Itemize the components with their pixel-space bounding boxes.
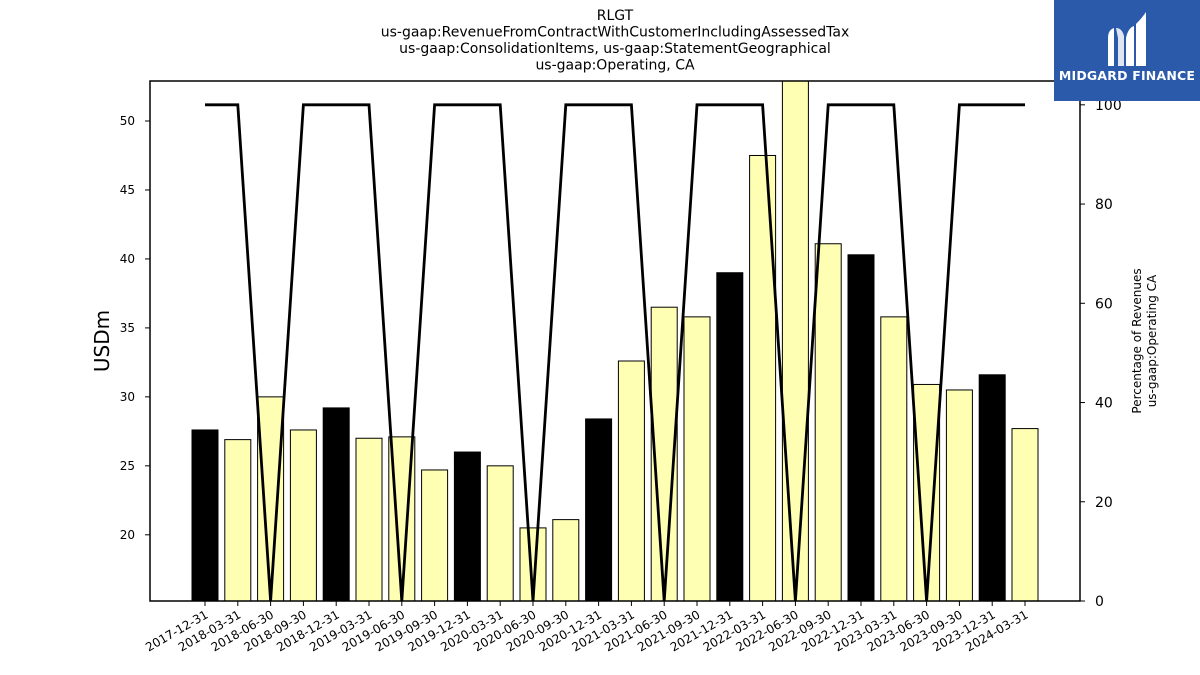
bar-2021-12-31 bbox=[716, 272, 744, 602]
bar-2018-12-31 bbox=[322, 407, 350, 602]
chart-title-line: us-gaap:RevenueFromContractWithCustomerI… bbox=[381, 25, 850, 41]
bar-2017-12-31 bbox=[191, 429, 219, 602]
bar-2018-06-30 bbox=[257, 396, 285, 602]
bar-2024-03-31 bbox=[1011, 428, 1039, 602]
bar-2022-09-30 bbox=[814, 243, 842, 602]
right-y-tick-label: 20 bbox=[1095, 495, 1113, 511]
bar-2021-03-31 bbox=[617, 360, 645, 602]
chart-title-line: RLGT bbox=[597, 8, 634, 24]
bar-2023-03-31 bbox=[880, 316, 908, 602]
right-y-axis-label-line: us-gaap:Operating CA bbox=[1145, 274, 1159, 407]
bar-2018-09-30 bbox=[289, 429, 317, 602]
left-y-tick-label: 25 bbox=[120, 459, 135, 473]
bar-2018-03-31 bbox=[224, 439, 252, 602]
left-y-axis: 20 25 30 35 40 45 50 bbox=[120, 114, 150, 542]
bar-2023-12-31 bbox=[978, 374, 1006, 602]
midgard-m-logo-icon bbox=[1108, 12, 1146, 66]
bar-2021-09-30 bbox=[683, 316, 711, 602]
chart-title-line: us-gaap:ConsolidationItems, us-gaap:Stat… bbox=[399, 41, 831, 57]
bar-2020-03-31 bbox=[486, 465, 514, 602]
percentage-line-series bbox=[205, 103, 1025, 602]
right-y-axis: 0 20 40 60 80 100 bbox=[1080, 98, 1122, 610]
right-y-tick-label: 60 bbox=[1095, 296, 1113, 312]
bar-2022-06-30 bbox=[781, 80, 809, 602]
left-y-tick-label: 35 bbox=[120, 321, 135, 335]
chart-title: RLGTus-gaap:RevenueFromContractWithCusto… bbox=[381, 8, 850, 74]
right-y-axis-label-line: Percentage of Revenues bbox=[1130, 268, 1144, 413]
bar-2023-09-30 bbox=[945, 389, 973, 602]
right-y-tick-label: 0 bbox=[1095, 594, 1104, 610]
bar-2020-12-31 bbox=[585, 418, 613, 602]
left-y-tick-label: 30 bbox=[120, 390, 135, 404]
left-y-tick-label: 40 bbox=[120, 252, 135, 266]
bar-2022-12-31 bbox=[847, 254, 875, 602]
y-axis-label: USDm bbox=[90, 310, 114, 372]
bar-series bbox=[191, 80, 1039, 602]
plot-area-frame bbox=[149, 80, 1081, 602]
bar-2019-03-31 bbox=[355, 437, 383, 602]
left-y-tick-label: 45 bbox=[120, 183, 135, 197]
left-y-tick-label: 50 bbox=[120, 114, 135, 128]
x-axis: 2017-12-312018-03-312018-06-302018-09-30… bbox=[143, 601, 1031, 654]
bar-2019-09-30 bbox=[421, 469, 449, 602]
right-y-axis-label: Percentage of Revenues us-gaap:Operating … bbox=[1130, 268, 1159, 413]
bar-2019-12-31 bbox=[453, 451, 481, 602]
bar-2020-09-30 bbox=[552, 519, 580, 602]
midgard-finance-logo: MIDGARD FINANCE bbox=[1054, 0, 1200, 101]
bar-2023-06-30 bbox=[913, 383, 941, 602]
left-y-tick-label: 20 bbox=[120, 528, 135, 542]
logo-text: MIDGARD FINANCE bbox=[1058, 68, 1196, 83]
right-y-tick-label: 100 bbox=[1095, 98, 1122, 114]
percentage-line bbox=[205, 103, 1025, 602]
right-y-tick-label: 80 bbox=[1095, 197, 1113, 213]
right-y-tick-label: 40 bbox=[1095, 396, 1113, 412]
chart-title-line: us-gaap:Operating, CA bbox=[535, 58, 695, 74]
